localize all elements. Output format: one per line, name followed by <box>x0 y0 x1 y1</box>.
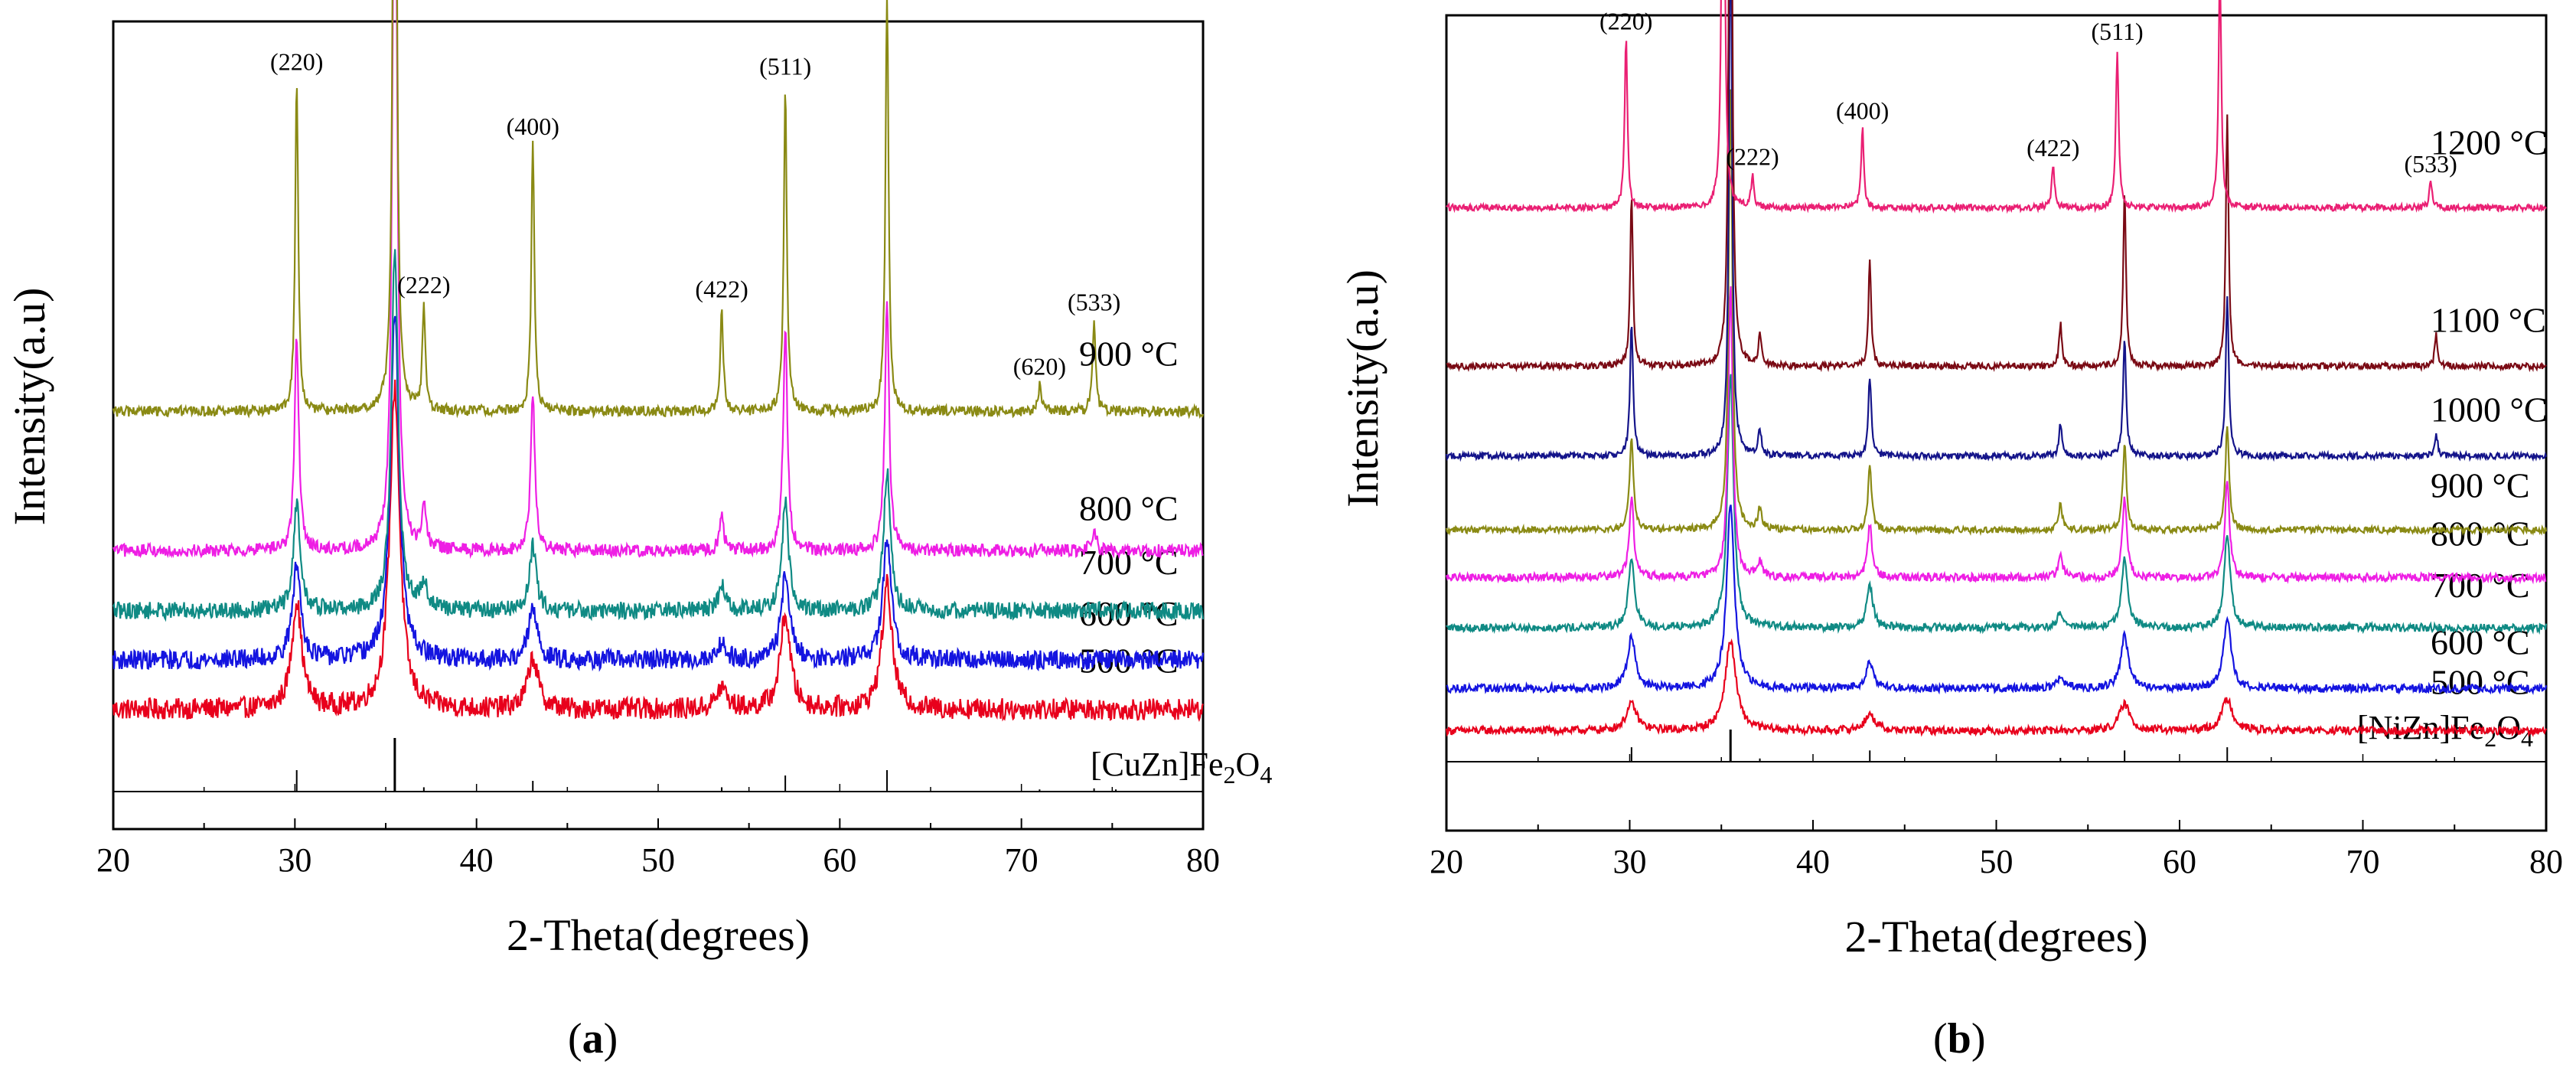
x-tick-label: 20 <box>1430 843 1463 880</box>
x-tick-label: 40 <box>1796 843 1830 880</box>
series-line <box>1445 638 2547 738</box>
x-axis-label: 2-Theta(degrees) <box>507 910 810 960</box>
hkl-label: (220) <box>1599 7 1652 34</box>
y-axis-label: Intensity(a.u) <box>5 288 54 526</box>
series-line <box>1446 0 2547 373</box>
panel-a: 20 30 40 50 60 70 80 2-Theta(degrees) Intensity(… <box>5 0 1272 960</box>
series-line <box>112 0 1204 560</box>
hkl-label: (400) <box>1836 97 1889 125</box>
series-line <box>1445 89 2548 537</box>
x-tick-label: 40 <box>460 841 494 879</box>
series-label: 700 °C <box>2431 566 2530 605</box>
series-label: 900 °C <box>2431 465 2530 504</box>
series-label: 800 °C <box>1079 488 1179 527</box>
hkl-label: (222) <box>1726 143 1779 171</box>
series-line <box>112 0 1205 420</box>
hkl-label: (533) <box>1068 289 1120 316</box>
x-tick-label: 70 <box>1005 841 1039 879</box>
x-tick-label: 20 <box>96 841 130 879</box>
x-tick-label: 60 <box>2163 843 2196 880</box>
series-label: 1100 °C <box>2431 300 2546 339</box>
caption-b: (b) <box>1933 1015 1986 1063</box>
caption-a: (a) <box>568 1015 618 1063</box>
series-line <box>112 379 1205 723</box>
x-tick-label: 50 <box>641 841 675 879</box>
hkl-label: (422) <box>695 275 748 302</box>
series-line <box>1446 0 2547 214</box>
hkl-label: (511) <box>2092 18 2144 45</box>
series-line <box>1445 0 2548 462</box>
series-line <box>112 315 1205 672</box>
reference-label: [CuZn]Fe2O4 <box>1091 746 1272 789</box>
series-label: 900 °C <box>1079 334 1179 373</box>
hkl-label: (220) <box>270 48 323 76</box>
series-label: 1200 °C <box>2431 122 2548 162</box>
x-tick-label: 50 <box>1980 843 2014 880</box>
series-line <box>1446 374 2548 635</box>
hkl-label: (400) <box>507 113 559 140</box>
hkl-label: (511) <box>759 52 811 80</box>
x-axis-label: 2-Theta(degrees) <box>1844 912 2147 962</box>
series-line <box>112 249 1205 622</box>
x-tick-label: 30 <box>1613 843 1647 880</box>
x-tick-label: 80 <box>2529 843 2563 880</box>
hkl-label: (222) <box>397 271 450 299</box>
hkl-label: (422) <box>2027 134 2079 162</box>
series-label: 800 °C <box>2431 514 2530 553</box>
x-tick-label: 30 <box>278 841 311 879</box>
series-label: 1000 °C <box>2431 390 2548 429</box>
x-tick-label: 70 <box>2346 843 2380 880</box>
hkl-label: (533) <box>2404 150 2457 178</box>
y-axis-label: Intensity(a.u) <box>1338 269 1387 508</box>
hkl-label: (620) <box>1013 353 1066 380</box>
series-line <box>1445 286 2547 585</box>
panel-b: 20 30 40 50 60 70 80 2-Theta(degrees) Intensity(… <box>1338 0 2563 962</box>
series-label: 500 °C <box>2431 662 2530 701</box>
x-tick-label: 60 <box>823 841 856 879</box>
series-line <box>1446 504 2548 695</box>
x-tick-label: 80 <box>1186 841 1220 879</box>
